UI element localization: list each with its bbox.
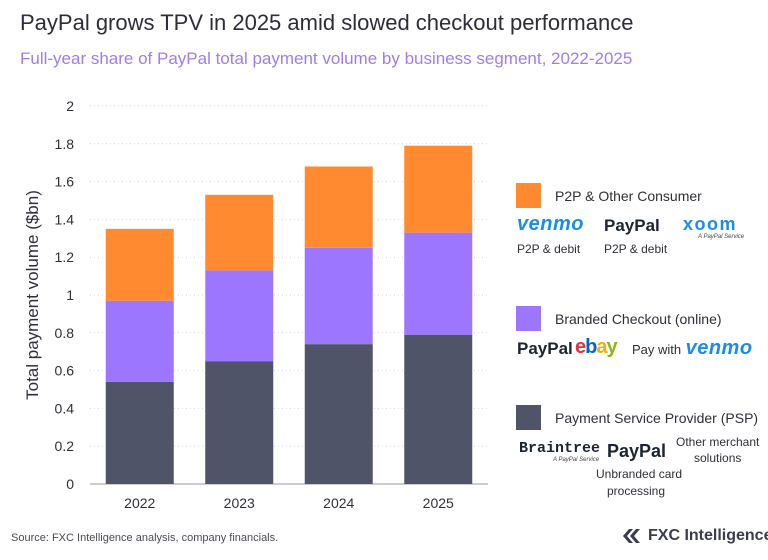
y-tick-label: 1.2 <box>55 249 75 265</box>
braintree-logo: Braintree <box>519 440 601 457</box>
paypal-psp-caption-1: Unbranded card <box>596 467 683 481</box>
venmo-logo: venmo <box>517 213 584 235</box>
bar-psp-2025 <box>404 334 473 484</box>
source-note: Source: FXC Intelligence analysis, compa… <box>11 532 279 544</box>
x-tick-label: 2025 <box>423 495 454 511</box>
x-tick-label: 2024 <box>323 495 354 511</box>
ebay-logo: ebay <box>575 336 618 358</box>
y-tick-label: 0.4 <box>55 400 75 416</box>
y-tick-label: 1.4 <box>55 211 75 227</box>
legend-swatch-p2p <box>516 183 541 208</box>
legend-p2p: P2P & Other Consumer <box>516 183 702 208</box>
bar-psp-2023 <box>205 361 274 484</box>
y-axis-label: Total payment volume ($bn) <box>23 190 42 400</box>
x-tick-label: 2022 <box>124 495 155 511</box>
legend-label-p2p: P2P & Other Consumer <box>555 187 702 204</box>
legend-psp: Payment Service Provider (PSP) <box>516 405 758 430</box>
paypal-logo: PayPal <box>604 216 660 235</box>
bar-p2p-2024 <box>304 166 373 248</box>
pay-with-venmo-logo: Pay with venmo <box>632 337 753 359</box>
bar-checkout-2023 <box>205 270 274 362</box>
venmo-caption: P2P & debit <box>517 242 581 256</box>
other-solutions-caption-1: Other merchant <box>676 435 760 449</box>
x-tick-label: 2023 <box>224 495 255 511</box>
y-tick-label: 2 <box>66 98 74 114</box>
y-tick-label: 1.6 <box>55 174 75 190</box>
y-tick-label: 1 <box>66 287 74 303</box>
y-tick-label: 0 <box>66 476 74 492</box>
xoom-logo: xoom <box>683 214 738 234</box>
chart-subtitle: Full-year share of PayPal total payment … <box>20 49 633 68</box>
bar-checkout-2022 <box>105 300 174 382</box>
bar-p2p-2023 <box>205 194 274 271</box>
bar-checkout-2024 <box>304 247 373 345</box>
legend-label-checkout: Branded Checkout (online) <box>555 310 722 327</box>
bar-p2p-2025 <box>404 145 473 233</box>
bar-psp-2022 <box>105 381 174 484</box>
legend-checkout: Branded Checkout (online) <box>516 306 722 331</box>
fxc-mark-icon <box>623 529 640 543</box>
xoom-service-tag: A PayPal Service <box>698 234 745 240</box>
paypal-p2p-caption: P2P & debit <box>604 242 668 256</box>
y-tick-label: 0.6 <box>55 363 75 379</box>
bar-p2p-2022 <box>105 228 174 301</box>
paypal-logo-psp: PayPal <box>607 441 667 461</box>
legend-label-psp: Payment Service Provider (PSP) <box>555 409 759 426</box>
chart-title: PayPal grows TPV in 2025 amid slowed che… <box>20 10 634 35</box>
paypal-psp-caption-2: processing <box>607 484 666 498</box>
y-tick-label: 0.8 <box>55 325 75 341</box>
paypal-logo-checkout: PayPal <box>517 339 573 358</box>
legend-swatch-psp <box>516 405 541 430</box>
fxc-logo: FXC Intelligence <box>620 525 768 547</box>
other-solutions-caption-2: solutions <box>694 451 742 465</box>
y-tick-label: 0.2 <box>55 438 75 454</box>
y-tick-label: 1.8 <box>55 136 75 152</box>
bar-checkout-2025 <box>404 232 473 335</box>
fxc-brand-name: FXC Intelligence <box>648 527 768 544</box>
braintree-service-tag: A PayPal Service <box>553 457 600 463</box>
legend-swatch-checkout <box>516 306 541 331</box>
bar-psp-2024 <box>304 344 373 484</box>
